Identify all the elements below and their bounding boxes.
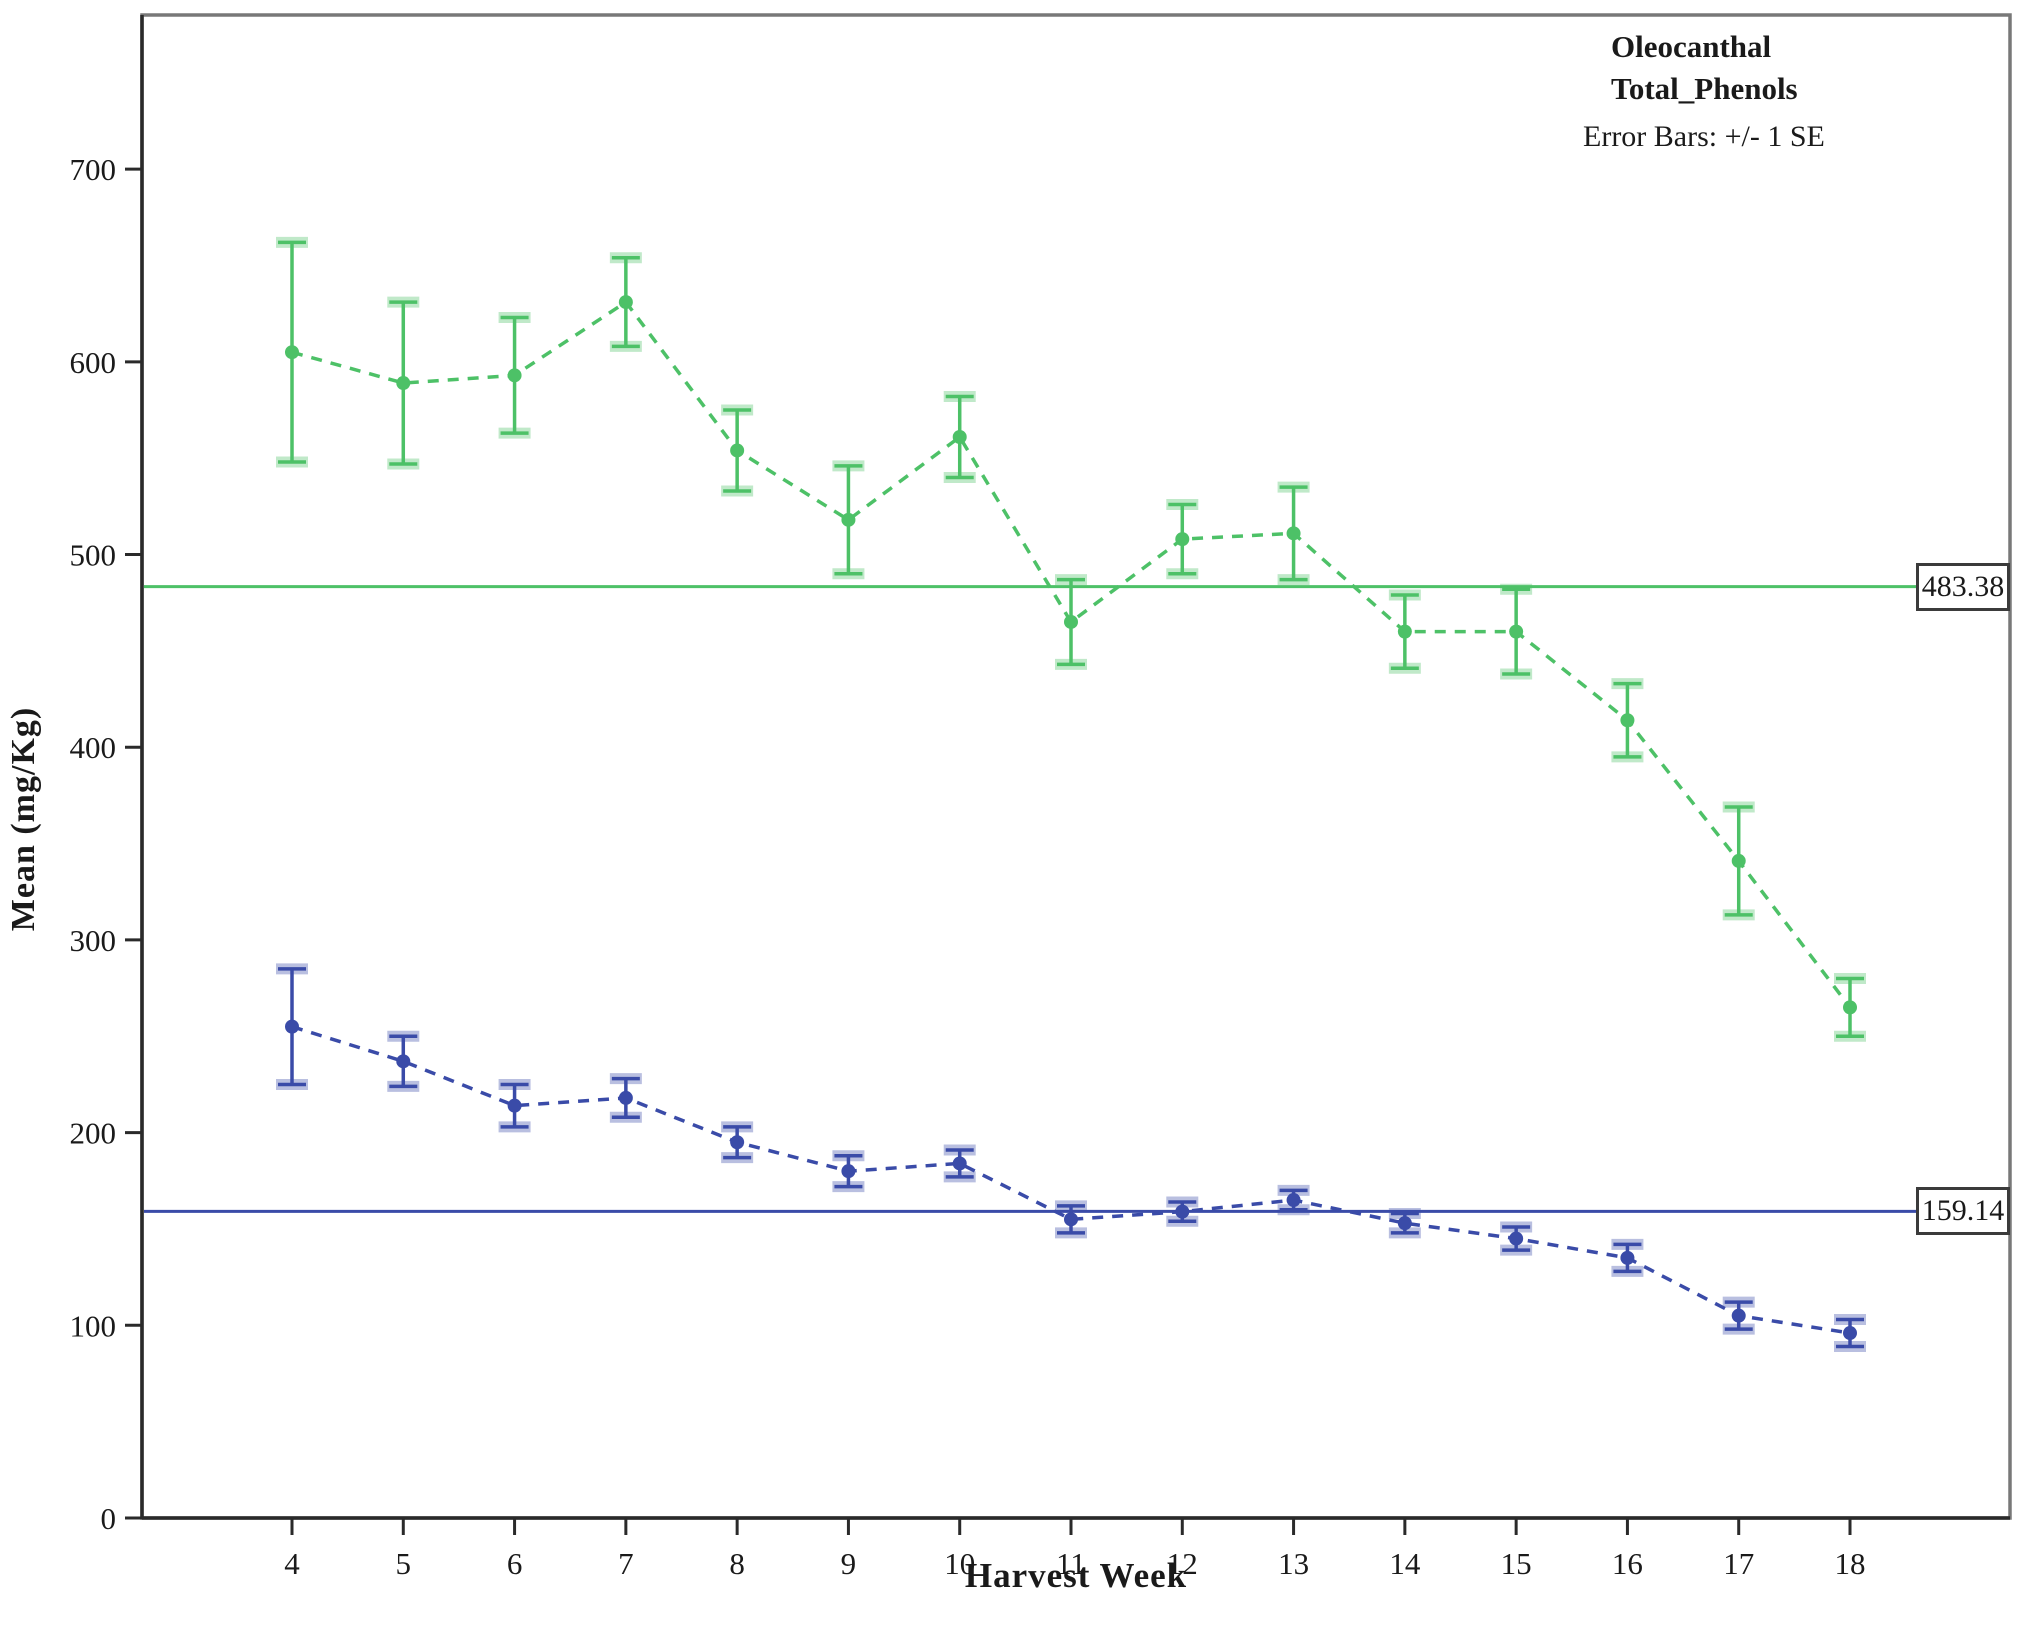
data-point-marker xyxy=(507,1098,522,1113)
data-point-marker xyxy=(1175,532,1190,547)
y-tick-label: 200 xyxy=(70,1116,117,1151)
series-total_phenols xyxy=(276,236,1866,1042)
data-point-marker xyxy=(730,443,745,458)
data-point-marker xyxy=(1731,853,1746,868)
x-axis-title: Harvest Week xyxy=(964,1556,1188,1595)
data-point-marker xyxy=(841,1164,856,1179)
data-point-marker xyxy=(841,512,856,527)
data-point-marker xyxy=(618,295,633,310)
x-tick-label: 14 xyxy=(1389,1546,1421,1581)
legend-item-total-phenols: Total_Phenols xyxy=(1583,68,1923,110)
x-tick-label: 18 xyxy=(1835,1546,1866,1581)
data-point-marker xyxy=(1286,1193,1301,1208)
reference-value-label-total-phenols: 483.38 xyxy=(1916,562,2010,611)
data-point-marker xyxy=(1286,526,1301,541)
data-point-marker xyxy=(1509,624,1524,639)
x-axis-ticks: 4 5 6 7 8 9 10 11 12 13 14 15 16 17 18 xyxy=(284,1518,1866,1581)
y-tick-label: 700 xyxy=(70,152,117,187)
data-point-marker xyxy=(618,1090,633,1105)
data-point-marker xyxy=(1064,614,1078,629)
legend-error-note: Error Bars: +/- 1 SE xyxy=(1583,120,1825,153)
data-point-marker xyxy=(1397,624,1412,639)
data-point-marker xyxy=(285,1019,299,1034)
errorbar-icon-green xyxy=(1583,71,1599,107)
legend-item-oleocanthal: Oleocanthal xyxy=(1583,26,1923,68)
x-tick-label: 16 xyxy=(1612,1546,1643,1581)
data-point-marker xyxy=(1064,1212,1078,1227)
x-tick-label: 5 xyxy=(396,1546,412,1581)
x-tick-label: 7 xyxy=(618,1546,634,1581)
y-axis-title: Mean (mg/Kg) xyxy=(5,706,42,932)
data-point-marker xyxy=(1620,713,1635,728)
data-point-marker xyxy=(952,1156,967,1171)
data-point-marker xyxy=(507,368,522,383)
y-tick-label: 0 xyxy=(101,1501,117,1536)
x-tick-label: 15 xyxy=(1501,1546,1532,1581)
x-tick-label: 11 xyxy=(1056,1546,1086,1581)
x-tick-label: 10 xyxy=(944,1546,975,1581)
data-point-marker xyxy=(1509,1231,1524,1246)
data-point-marker xyxy=(730,1135,745,1150)
data-point-marker xyxy=(396,376,411,391)
data-point-marker xyxy=(1843,1000,1857,1015)
y-tick-label: 600 xyxy=(70,345,117,380)
data-point-marker xyxy=(396,1054,411,1069)
data-point-marker xyxy=(1397,1216,1412,1231)
data-point-marker xyxy=(1175,1204,1190,1219)
data-point-marker xyxy=(285,345,299,360)
data-point-marker xyxy=(952,429,967,444)
mean-line xyxy=(291,1024,1851,1335)
data-point-marker xyxy=(1620,1250,1635,1265)
y-tick-label: 300 xyxy=(70,923,117,958)
x-tick-label: 6 xyxy=(507,1546,523,1581)
x-tick-label: 17 xyxy=(1723,1546,1754,1581)
data-point-marker xyxy=(1843,1326,1857,1341)
series-oleocanthal xyxy=(276,963,1866,1353)
x-tick-label: 13 xyxy=(1278,1546,1309,1581)
legend: Oleocanthal Total_Phenols Error Bars: +/… xyxy=(1583,26,1923,158)
x-tick-label: 12 xyxy=(1167,1546,1198,1581)
y-tick-label: 500 xyxy=(70,538,117,573)
x-tick-label: 8 xyxy=(729,1546,745,1581)
y-tick-label: 400 xyxy=(70,730,117,765)
legend-label: Oleocanthal xyxy=(1611,29,1772,64)
reference-value-label-oleocanthal: 159.14 xyxy=(1916,1187,2010,1236)
x-tick-label: 4 xyxy=(284,1546,300,1581)
y-axis-ticks: 0 100 200 300 400 500 600 700 xyxy=(70,152,142,1536)
y-tick-label: 100 xyxy=(70,1308,117,1343)
x-tick-label: 9 xyxy=(841,1546,857,1581)
errorbar-icon-blue xyxy=(1583,29,1599,65)
legend-label: Total_Phenols xyxy=(1611,71,1798,106)
data-point-marker xyxy=(1731,1308,1746,1323)
plot-frame xyxy=(140,13,2012,1520)
